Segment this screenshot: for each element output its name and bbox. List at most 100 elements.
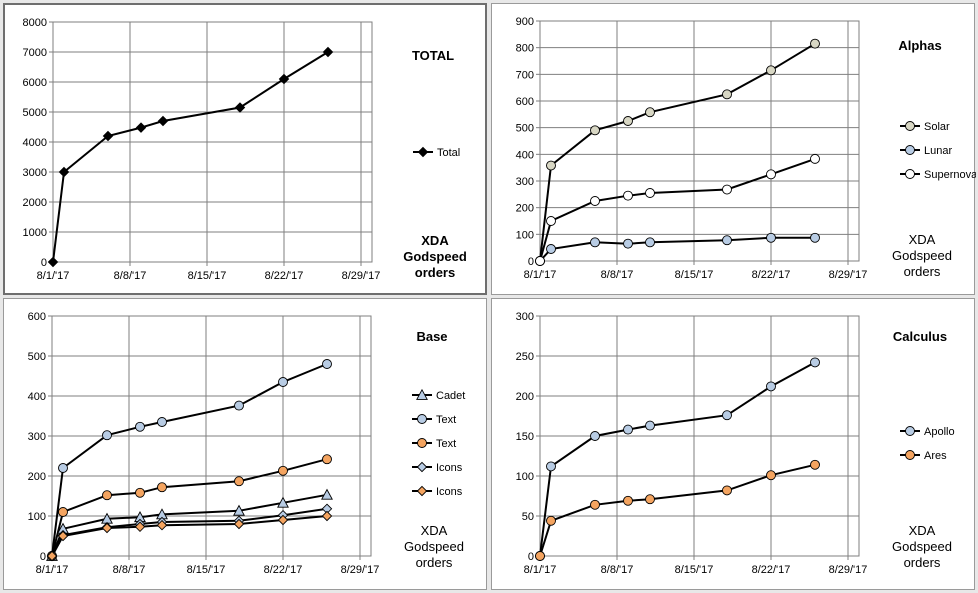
- data-point-text: [322, 454, 332, 465]
- y-tick-label: 3000: [23, 167, 47, 179]
- x-tick-label: 8/15/'17: [187, 564, 226, 576]
- data-point-solar: [623, 116, 633, 126]
- data-point-lunar: [766, 232, 776, 243]
- chart-title: TOTAL: [412, 48, 454, 63]
- legend-entry-total[interactable]: Total: [413, 146, 460, 159]
- y-tick-label: 2000: [23, 197, 47, 209]
- data-point-ares: [623, 495, 633, 506]
- data-point-icons: [57, 530, 69, 542]
- chart-svg-alphas: 0 100 200 300 400 500 600 700 800 900 8/1/'17 8/8/'…: [516, 16, 976, 281]
- data-point-text: [322, 359, 332, 369]
- legend-entry-solar[interactable]: Solar: [900, 121, 950, 133]
- y-tick-label: 400: [28, 391, 46, 403]
- legend-entry-cadet[interactable]: Cadet: [412, 388, 465, 402]
- data-point-total: [47, 256, 59, 268]
- series-line-text: [51, 458, 328, 557]
- data-point-apollo: [645, 420, 655, 431]
- data-point-text: [135, 421, 145, 432]
- data-point-total: [157, 115, 169, 127]
- x-tick-label: 8/15/'17: [675, 269, 714, 281]
- data-point-text: [157, 482, 167, 493]
- data-point-solar: [590, 125, 600, 136]
- y-tick-label: 300: [516, 311, 534, 323]
- data-point-ares: [535, 551, 545, 561]
- series-line-apollo: [539, 361, 816, 557]
- data-point-ares: [722, 485, 732, 496]
- data-point-text: [234, 400, 244, 411]
- annotation-line: orders: [415, 265, 455, 280]
- y-tick-label: 100: [516, 229, 534, 241]
- data-point-total: [278, 73, 290, 85]
- x-tick-label: 8/15/'17: [188, 270, 227, 282]
- legend-label: Text: [436, 438, 456, 450]
- data-point-apollo: [546, 461, 556, 472]
- y-tick-label: 400: [516, 149, 534, 161]
- y-tick-label: 800: [516, 43, 534, 55]
- y-tick-label: 250: [516, 351, 534, 363]
- data-point-icons: [156, 519, 168, 531]
- annotation-line: Godspeed: [404, 539, 464, 554]
- data-point-icons: [134, 521, 146, 533]
- data-point-apollo: [766, 381, 776, 392]
- y-tick-label: 200: [516, 391, 534, 403]
- y-tick-label: 500: [28, 351, 46, 363]
- y-tick-label: 200: [28, 471, 46, 483]
- data-point-solar: [645, 107, 655, 118]
- data-point-ares: [546, 515, 556, 526]
- y-tick-label: 300: [516, 176, 534, 188]
- chart-panel-total[interactable]: 0 1000 2000 3000 4000 5000 6000 7000 8000 8/1/'17…: [3, 3, 487, 295]
- legend-entry-lunar[interactable]: Lunar: [900, 145, 952, 157]
- x-tick-label: 8/8/'17: [601, 269, 634, 281]
- data-point-total: [102, 130, 114, 142]
- chart-panel-base[interactable]: 0 100 200 300 400 500 600 8/1/'17 8/8/'17 8/15/'1…: [3, 298, 487, 590]
- data-point-supernova: [810, 153, 820, 164]
- legend-label: Supernova: [924, 169, 976, 181]
- data-point-icons: [321, 510, 333, 522]
- annotation-line: XDA: [909, 523, 936, 538]
- data-point-text: [135, 487, 145, 498]
- y-tick-label: 300: [28, 431, 46, 443]
- y-tick-label: 7000: [23, 47, 47, 59]
- legend-entry-ares[interactable]: Ares: [900, 450, 947, 462]
- annotation-line: Godspeed: [892, 248, 952, 263]
- legend-marker: [417, 414, 427, 424]
- chart-panel-calculus[interactable]: 0 50 100 150 200 250 300 8/1/'17 8/8/'17 8/15/'17…: [491, 298, 975, 590]
- legend-entry-icons[interactable]: Icons: [412, 485, 463, 498]
- data-point-text: [157, 417, 167, 427]
- plot-area: [539, 20, 860, 262]
- data-point-supernova: [623, 190, 633, 201]
- legend-label: Apollo: [924, 426, 955, 438]
- legend-label: Lunar: [924, 145, 952, 157]
- chart-title: Alphas: [898, 38, 941, 53]
- data-point-text: [102, 490, 112, 501]
- legend-entry-text[interactable]: Text: [412, 414, 456, 426]
- data-point-total: [58, 166, 70, 178]
- data-point-solar: [810, 38, 820, 49]
- chart-panel-alphas[interactable]: 0 100 200 300 400 500 600 700 800 900 8/1/'17 8/8/'…: [491, 3, 976, 295]
- chart-svg-base: 0 100 200 300 400 500 600 8/1/'17 8/8/'17 8/15/'1…: [28, 311, 466, 576]
- legend-label: Text: [436, 414, 456, 426]
- data-point-supernova: [590, 196, 600, 206]
- data-point-lunar: [722, 235, 732, 246]
- legend-entry-text[interactable]: Text: [412, 438, 456, 450]
- data-point-lunar: [546, 244, 556, 254]
- legend-marker: [417, 146, 429, 158]
- y-tick-label: 900: [516, 16, 534, 28]
- x-tick-label: 8/29/'17: [342, 270, 381, 282]
- legend-entry-apollo[interactable]: Apollo: [900, 426, 955, 438]
- data-point-total: [135, 122, 147, 133]
- y-tick-label: 4000: [23, 137, 47, 149]
- series-line-total: [52, 51, 329, 263]
- legend-entry-icons[interactable]: Icons: [412, 461, 463, 474]
- legend-label: Cadet: [436, 390, 465, 402]
- y-tick-label: 0: [40, 551, 46, 563]
- chart-title: Base: [416, 329, 447, 344]
- data-point-solar: [766, 65, 776, 76]
- legend-entry-supernova[interactable]: Supernova: [900, 169, 976, 181]
- annotation-line: XDA: [909, 232, 936, 247]
- y-tick-label: 700: [516, 69, 534, 81]
- data-point-text: [102, 430, 112, 441]
- data-point-lunar: [590, 237, 600, 248]
- legend-marker: [905, 169, 915, 179]
- data-point-lunar: [645, 237, 655, 248]
